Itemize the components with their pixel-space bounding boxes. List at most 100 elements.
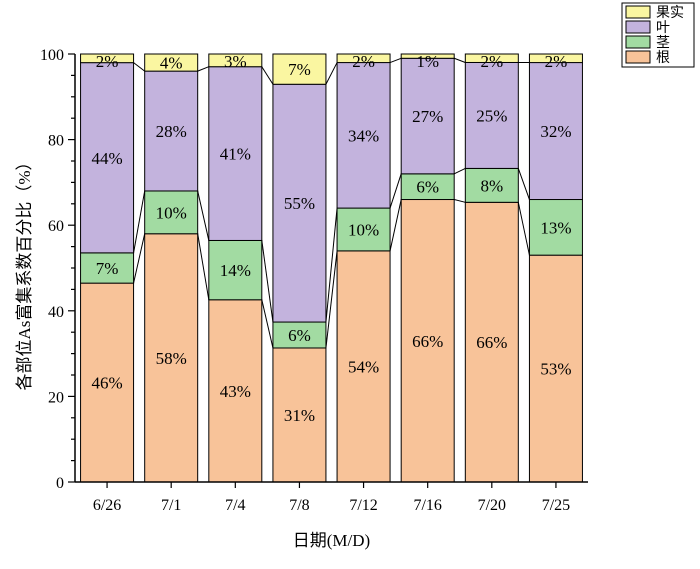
bar-叶-7/12: [336, 62, 391, 209]
bar-茎-7/20: [464, 167, 519, 203]
connector-line: [133, 62, 145, 72]
connector-line: [133, 190, 146, 253]
connector-line: [454, 57, 466, 63]
bar-茎-7/4: [208, 239, 263, 301]
data-label-果实-7/25: 2%: [545, 52, 568, 71]
bar-茎-6/26: [80, 252, 135, 284]
data-label-茎-7/12: 10%: [348, 220, 379, 239]
data-label-茎-7/4: 14%: [220, 261, 251, 280]
data-label-茎-7/16: 6%: [416, 178, 439, 197]
data-label-根-7/1: 58%: [156, 349, 187, 368]
bars-layer: [80, 53, 583, 483]
data-label-茎-7/20: 8%: [480, 176, 503, 195]
y-tick-label-40: 40: [48, 304, 64, 321]
connector-line: [325, 208, 338, 323]
bar-茎-7/1: [144, 190, 199, 235]
bar-果实-6/26: [80, 53, 135, 64]
bar-叶-7/8: [272, 83, 327, 323]
connector-line: [197, 190, 210, 241]
data-label-叶-7/25: 32%: [540, 122, 571, 141]
legend-swatch-根: [625, 50, 651, 64]
bar-叶-7/25: [528, 62, 583, 201]
data-label-根-7/16: 66%: [412, 332, 443, 351]
x-tick-label-7/12: 7/12: [349, 497, 377, 514]
x-tick-label-7/25: 7/25: [542, 497, 570, 514]
connector-line: [261, 66, 274, 85]
legend-swatch-果实: [625, 5, 651, 19]
data-label-叶-7/16: 27%: [412, 107, 443, 126]
bar-根-7/8: [272, 347, 327, 483]
connector-line: [261, 240, 274, 323]
data-label-茎-7/8: 6%: [288, 326, 311, 345]
connector-line: [197, 66, 209, 72]
x-tick-label-7/20: 7/20: [478, 497, 506, 514]
data-label-果实-7/4: 3%: [224, 52, 247, 71]
data-label-叶-7/1: 28%: [156, 122, 187, 141]
bar-叶-7/20: [464, 61, 519, 169]
connector-line: [261, 299, 274, 349]
connector-line: [389, 173, 402, 209]
legend-label-叶: 叶: [656, 20, 670, 36]
bar-根-7/16: [400, 199, 455, 483]
x-tick-label-7/8: 7/8: [289, 497, 309, 514]
y-tick-label-100: 100: [40, 47, 64, 64]
data-label-叶-6/26: 44%: [91, 149, 122, 168]
bar-茎-7/12: [336, 207, 391, 252]
data-label-根-7/4: 43%: [220, 382, 251, 401]
bar-茎-7/25: [528, 199, 583, 256]
bar-果实-7/4: [208, 53, 263, 68]
connector-line: [389, 199, 402, 251]
data-label-叶-7/12: 34%: [348, 126, 379, 145]
bar-叶-7/1: [144, 70, 199, 192]
connector-lines: [133, 57, 530, 349]
bar-根-7/12: [336, 250, 391, 483]
x-tick-label-7/1: 7/1: [161, 497, 181, 514]
bar-茎-7/8: [272, 321, 327, 349]
bar-根-7/1: [144, 233, 199, 483]
legend-label-茎: 茎: [656, 35, 670, 51]
bar-果实-7/16: [400, 53, 455, 59]
connector-line: [517, 202, 530, 256]
connector-line: [325, 250, 338, 349]
legend-swatch-叶: [625, 20, 651, 34]
connector-line: [197, 233, 210, 300]
data-label-果实-7/16: 1%: [416, 52, 439, 71]
y-tick-label-20: 20: [48, 389, 64, 406]
x-axis-title: 日期(M/D): [293, 531, 370, 550]
x-tick-label-7/16: 7/16: [413, 497, 441, 514]
bar-叶-7/4: [208, 66, 263, 241]
legend-swatch-茎: [625, 35, 651, 49]
connector-line: [133, 233, 146, 284]
data-label-叶-7/8: 55%: [284, 194, 315, 213]
data-label-果实-7/12: 2%: [352, 52, 375, 71]
bar-果实-7/8: [272, 53, 327, 85]
connector-line: [325, 62, 338, 85]
data-label-叶-7/4: 41%: [220, 145, 251, 164]
bar-果实-7/1: [144, 53, 199, 72]
legend-label-根: 根: [656, 50, 670, 66]
data-label-果实-7/8: 7%: [288, 60, 311, 79]
connector-line: [453, 167, 466, 175]
data-label-果实-7/1: 4%: [160, 54, 183, 73]
data-label-果实-6/26: 2%: [96, 52, 119, 71]
bar-根-7/25: [528, 254, 583, 483]
x-tick-label-7/4: 7/4: [225, 497, 245, 514]
x-tick-label-6/26: 6/26: [93, 497, 121, 514]
data-label-根-7/8: 31%: [284, 406, 315, 425]
connector-line: [517, 168, 530, 200]
data-label-根-6/26: 46%: [91, 374, 122, 393]
y-axis-title: 各部位As富集系数百分比（%）: [15, 153, 34, 390]
y-tick-label-80: 80: [48, 133, 64, 150]
bar-果实-7/12: [336, 53, 391, 64]
y-tick-label-0: 0: [56, 475, 64, 492]
bar-叶-6/26: [80, 62, 135, 254]
legend-label-果实: 果实: [656, 5, 684, 21]
data-label-根-7/12: 54%: [348, 357, 379, 376]
data-label-根-7/20: 66%: [476, 333, 507, 352]
connector-line: [454, 199, 466, 203]
data-label-茎-6/26: 7%: [96, 259, 119, 278]
data-label-根-7/25: 53%: [540, 360, 571, 379]
